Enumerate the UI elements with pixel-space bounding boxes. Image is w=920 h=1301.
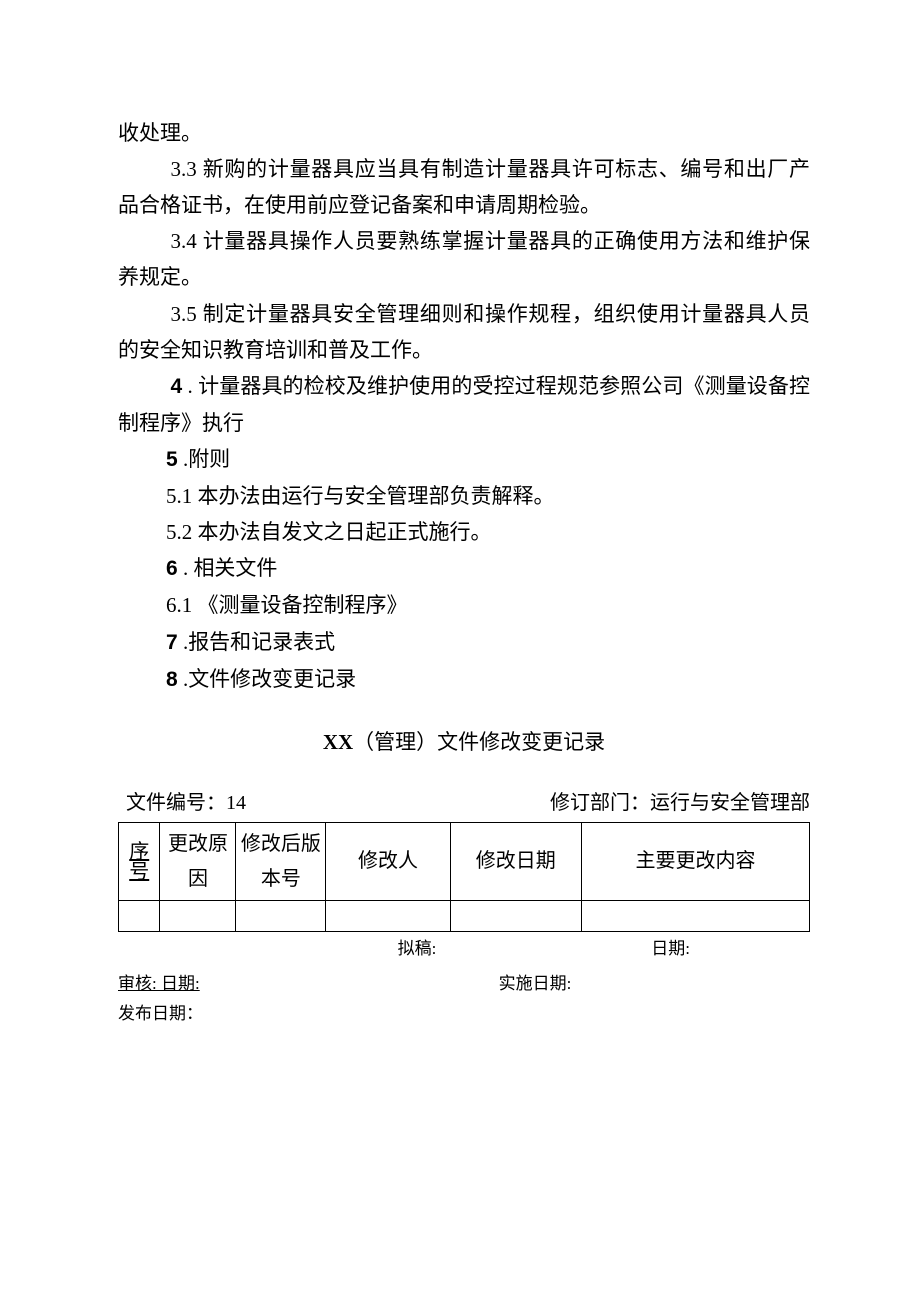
draft-date-row: 拟稿: 日期: bbox=[118, 934, 810, 963]
col-person: 修改人 bbox=[326, 823, 450, 901]
document-page: 收处理。 3.3 新购的计量器具应当具有制造计量器具许可标志、编号和出厂产品合格… bbox=[0, 0, 920, 1301]
paragraph-3-5: 3.5 制定计量器具安全管理细则和操作规程，组织使用计量器具人员的安全知识教育培… bbox=[118, 296, 810, 368]
cell bbox=[236, 901, 326, 932]
paragraph-8: 8 .文件修改变更记录 bbox=[118, 661, 810, 698]
col-ver: 修改后版本号 bbox=[236, 823, 326, 901]
paragraph-3-3: 3.3 新购的计量器具应当具有制造计量器具许可标志、编号和出厂产品合格证书，在使… bbox=[118, 151, 810, 223]
label-8: 8 bbox=[166, 668, 178, 691]
paragraph-7: 7 .报告和记录表式 bbox=[118, 624, 810, 661]
text-6: . 相关文件 bbox=[178, 556, 278, 580]
paragraph-5-1: 5.1 本办法由运行与安全管理部负责解释。 bbox=[118, 478, 810, 514]
cell bbox=[450, 901, 581, 932]
text-5: .附则 bbox=[178, 447, 231, 471]
paragraph-5: 5 .附则 bbox=[118, 441, 810, 478]
doc-number: 文件编号：14 bbox=[126, 786, 246, 820]
paragraph-4: 4 . 计量器具的检校及维护使用的受控过程规范参照公司《测量设备控制程序》执行 bbox=[118, 368, 810, 441]
label-4: 4 bbox=[171, 375, 183, 398]
col-desc: 主要更改内容 bbox=[581, 823, 809, 901]
text-7: .报告和记录表式 bbox=[178, 630, 336, 654]
label-5: 5 bbox=[166, 448, 178, 471]
table-header-row: 序 号 更改原因 修改后版本号 修改人 修改日期 主要更改内容 bbox=[119, 823, 810, 901]
change-record-title: XX（管理）文件修改变更记录 bbox=[118, 724, 810, 760]
date-label: 日期: bbox=[444, 934, 810, 963]
col-date: 修改日期 bbox=[450, 823, 581, 901]
title-rest: （管理）文件修改变更记录 bbox=[353, 730, 605, 754]
label-7: 7 bbox=[166, 631, 178, 654]
impl-date-label: 实施日期: bbox=[499, 969, 810, 998]
paragraph-6: 6 . 相关文件 bbox=[118, 550, 810, 587]
text-4: . 计量器具的检校及维护使用的受控过程规范参照公司《测量设备控制程序》执行 bbox=[118, 374, 810, 435]
rev-dept: 修订部门：运行与安全管理部 bbox=[550, 786, 810, 820]
change-table: 序 号 更改原因 修改后版本号 修改人 修改日期 主要更改内容 bbox=[118, 822, 810, 932]
paragraph-5-2: 5.2 本办法自发文之日起正式施行。 bbox=[118, 514, 810, 550]
label-6: 6 bbox=[166, 557, 178, 580]
cell bbox=[581, 901, 809, 932]
table-row bbox=[119, 901, 810, 932]
cell bbox=[326, 901, 450, 932]
cell bbox=[119, 901, 160, 932]
col-seq: 序 号 bbox=[119, 823, 160, 901]
paragraph-6-1: 6.1 《测量设备控制程序》 bbox=[118, 587, 810, 623]
text-8: .文件修改变更记录 bbox=[178, 667, 357, 691]
meta-row: 文件编号：14 修订部门：运行与安全管理部 bbox=[126, 786, 810, 820]
title-xx: XX bbox=[323, 730, 353, 754]
draft-label: 拟稿: bbox=[118, 934, 444, 963]
review-label: 审核: 日期: bbox=[118, 969, 499, 998]
paragraph-3-4: 3.4 计量器具操作人员要熟练掌握计量器具的正确使用方法和维护保养规定。 bbox=[118, 223, 810, 295]
col-reason: 更改原因 bbox=[160, 823, 236, 901]
paragraph-continuation: 收处理。 bbox=[118, 115, 810, 151]
review-row: 审核: 日期: 实施日期: bbox=[118, 969, 810, 998]
publish-row: 发布日期： bbox=[118, 999, 810, 1028]
cell bbox=[160, 901, 236, 932]
